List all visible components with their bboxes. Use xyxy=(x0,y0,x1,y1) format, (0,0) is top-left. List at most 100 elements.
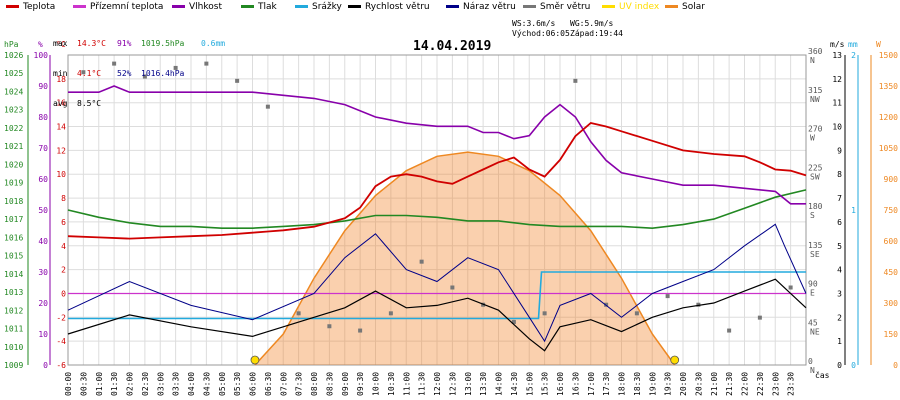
wind-direction-point xyxy=(296,311,301,316)
temperature-tick-label: 10 xyxy=(56,170,66,179)
x-tick-label: 01:00 xyxy=(95,372,104,396)
x-tick-label: 05:00 xyxy=(218,372,227,396)
x-tick-label: 18:30 xyxy=(633,372,642,396)
grid xyxy=(67,55,806,366)
legend-item-5: Rychlost větru xyxy=(348,2,430,12)
wind-direction-point xyxy=(388,311,393,316)
solar-area xyxy=(254,152,675,365)
x-tick-label: 05:30 xyxy=(233,372,242,396)
solar-tick-label: 300 xyxy=(884,299,899,308)
temperature-tick-label: 2 xyxy=(61,266,66,275)
stats-min-temp: 4.1°C xyxy=(77,69,102,78)
legend-label: Přízemní teplota xyxy=(90,2,164,12)
temperature-tick-label: -4 xyxy=(56,337,66,346)
humidity-tick-label: 0 xyxy=(43,361,48,370)
wind-speed-tick-label: 4 xyxy=(837,266,842,275)
pressure-tick-label: 1015 xyxy=(4,252,23,261)
pressure-tick-label: 1018 xyxy=(4,197,23,206)
humidity-tick-label: 10 xyxy=(38,330,48,339)
legend-item-6: Náraz větru xyxy=(446,2,516,12)
pressure-unit-label: hPa xyxy=(4,40,19,49)
wind-speed-tick-label: 9 xyxy=(837,146,842,155)
humidity-tick-label: 60 xyxy=(38,175,48,184)
humidity-line xyxy=(68,85,806,205)
wind-dir-tick-label: SW xyxy=(810,172,820,181)
stats-min-press: 1016.4hPa xyxy=(141,69,185,78)
wind-direction-point xyxy=(511,319,516,324)
temperature-tick-label: 16 xyxy=(56,99,66,108)
legend-item-3: Tlak xyxy=(241,2,277,12)
wind-speed-tick-label: 13 xyxy=(832,51,842,60)
legend-swatch xyxy=(523,5,536,8)
wind-dir-tick-label: 225 xyxy=(808,163,823,172)
humidity-tick-label: 40 xyxy=(38,237,48,246)
x-tick-label: 04:30 xyxy=(202,372,211,396)
wind-speed-tick-label: 0 xyxy=(837,361,842,370)
temperature-tick-label: 18 xyxy=(56,75,66,84)
x-tick-label: 22:00 xyxy=(741,372,750,396)
wind-direction-point xyxy=(665,294,670,299)
wind-dir-tick-label: 90 xyxy=(808,280,818,289)
x-tick-label: 09:30 xyxy=(356,372,365,396)
wind-dir-tick-label: N xyxy=(810,366,815,375)
x-tick-label: 07:00 xyxy=(279,372,288,396)
legend-item-7: Směr větru xyxy=(523,2,590,12)
wind-speed-tick-label: 11 xyxy=(832,99,842,108)
wind-direction-point xyxy=(604,302,609,307)
wind-speed-tick-label: 8 xyxy=(837,170,842,179)
wind-speed-tick-label: 6 xyxy=(837,218,842,227)
x-tick-label: 21:00 xyxy=(710,372,719,396)
x-tick-label: 20:00 xyxy=(679,372,688,396)
x-tick-label: 14:00 xyxy=(495,372,504,396)
wind-dir-tick-label: 180 xyxy=(808,202,823,211)
wind-direction-point xyxy=(542,311,547,316)
x-tick-label: 22:30 xyxy=(756,372,765,396)
x-tick-label: 08:00 xyxy=(310,372,319,396)
x-tick-label: 13:30 xyxy=(479,372,488,396)
humidity-tick-label: 70 xyxy=(38,144,48,153)
wind-speed-tick-label: 12 xyxy=(832,75,842,84)
x-tick-label: 10:00 xyxy=(372,372,381,396)
legend-swatch xyxy=(348,5,361,8)
wind-direction-point xyxy=(142,74,147,79)
x-tick-label: 11:30 xyxy=(418,372,427,396)
temperature-tick-label: 12 xyxy=(56,146,66,155)
wind-dir-tick-label: 315 xyxy=(808,86,823,95)
pressure-tick-label: 1014 xyxy=(4,270,23,279)
x-tick-label: 00:00 xyxy=(64,372,73,396)
x-tick-label: 12:00 xyxy=(433,372,442,396)
wind-direction-point xyxy=(634,311,639,316)
x-tick-label: 06:30 xyxy=(264,372,273,396)
chart-date: 14.04.2019 xyxy=(413,39,492,54)
x-tick-label: 03:30 xyxy=(172,372,181,396)
legend-label: Tlak xyxy=(258,2,277,12)
legend-label: UV index xyxy=(619,2,660,12)
x-tick-label: 23:00 xyxy=(771,372,780,396)
solar-tick-label: 150 xyxy=(884,330,899,339)
x-tick-label: 17:30 xyxy=(602,372,611,396)
wind-dir-tick-label: 135 xyxy=(808,241,823,250)
sunrise-time: Východ:06:05 xyxy=(512,29,570,38)
x-tick-label: 18:00 xyxy=(618,372,627,396)
wind-direction-point xyxy=(788,285,793,290)
legend-label: Solar xyxy=(682,2,705,12)
legend-label: Teplota xyxy=(23,2,56,12)
stats-avg-temp: 8.5°C xyxy=(77,99,102,108)
x-tick-label: 21:30 xyxy=(725,372,734,396)
legend-swatch xyxy=(446,5,459,8)
wind-dir-tick-label: 360 xyxy=(808,47,823,56)
solar-tick-label: 0 xyxy=(893,361,898,370)
stats-max-temp: 14.3°C xyxy=(77,39,106,48)
stats-max-hum: 91% xyxy=(117,39,132,48)
humidity-tick-label: 20 xyxy=(38,299,48,308)
stats-min-row: min 4.1°C 52% 1016.4hPa xyxy=(53,69,225,79)
pressure-tick-label: 1020 xyxy=(4,160,23,169)
stats-block: max 14.3°C 91% 1019.5hPa 0.6mm min 4.1°C 52% 10… xyxy=(53,19,225,119)
wind-direction-point xyxy=(573,78,578,83)
stats-max-row: max 14.3°C 91% 1019.5hPa 0.6mm xyxy=(53,39,225,49)
legend-swatch xyxy=(73,5,86,8)
humidity-tick-label: 80 xyxy=(38,113,48,122)
pressure-tick-label: 1024 xyxy=(4,87,23,96)
x-tick-label: 16:00 xyxy=(556,372,565,396)
